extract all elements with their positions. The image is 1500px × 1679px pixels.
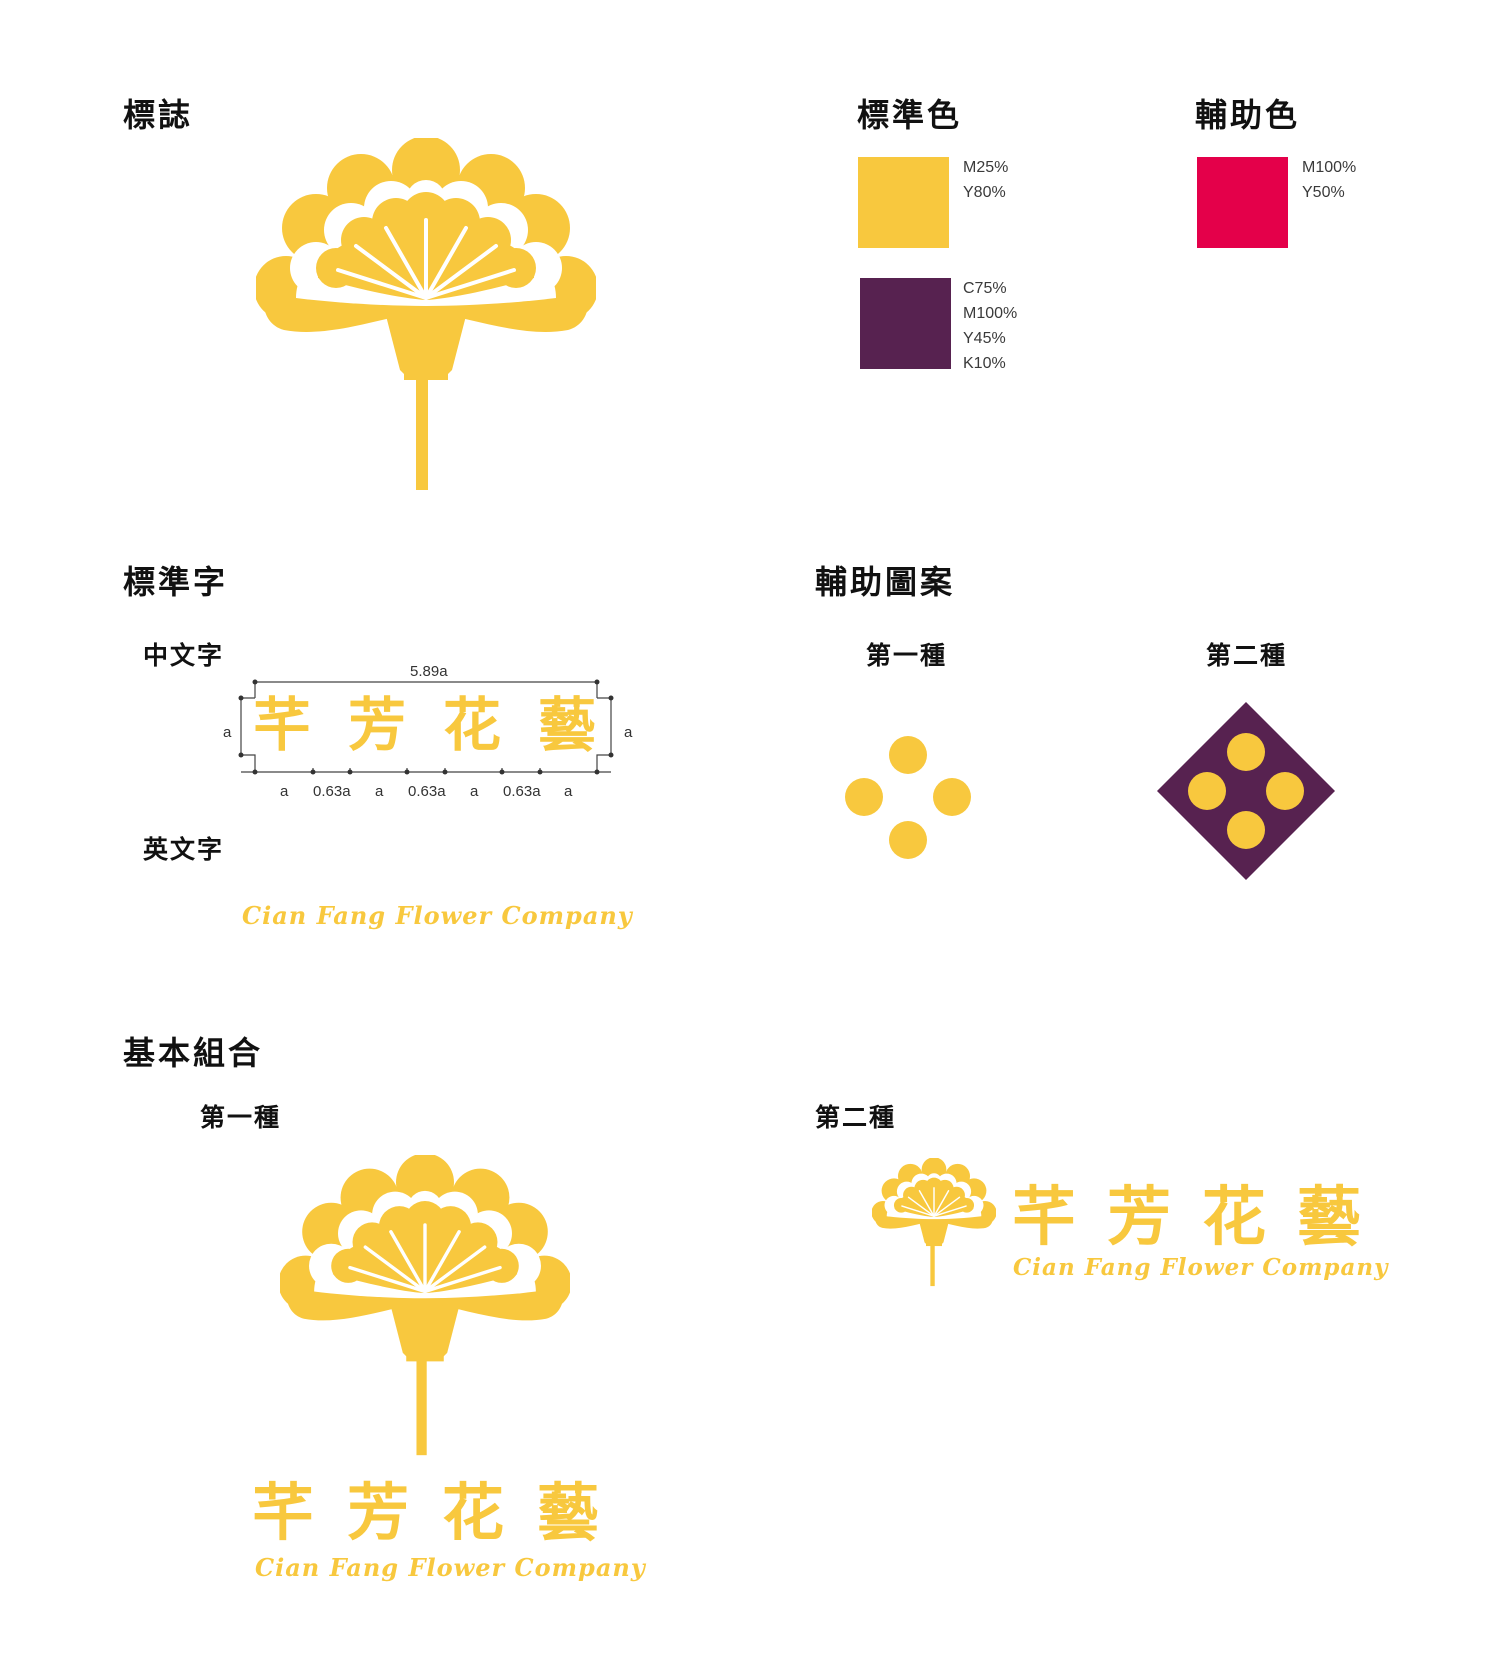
swatch-purple-values: C75% M100% Y45% K10% [963,276,1017,376]
type-dimension-diagram [238,679,614,775]
combination-variant1-label: 第一種 [200,1103,282,1132]
dim-total-width: 5.89a [410,663,448,680]
swatch-red-values: M100% Y50% [1302,155,1356,205]
wordmark-char: 芊 [252,1476,315,1549]
cmyk-value: Y50% [1302,184,1345,201]
dim-height-left: a [223,724,232,741]
auxiliary-color-title: 輔助色 [1195,96,1301,134]
wordmark-char: 藝 [537,1476,600,1549]
pattern-dots-icon [845,736,971,859]
flower-logo-icon [256,138,596,498]
dim-height-right: a [624,724,633,741]
cmyk-value: K10% [963,355,1006,372]
cmyk-value: M25% [963,159,1009,176]
combo2-chinese-wordmark: 芊芳花藝 [1012,1180,1377,1255]
dim-spacing: 0.63a [408,783,446,800]
wordmark-char: 芳 [347,1476,410,1549]
wordmark-char: 花 [442,1476,505,1549]
wordmark-char: 花 [443,691,502,759]
swatch-yellow-values: M25% Y80% [963,155,1008,205]
swatch-yellow [858,157,949,248]
combo1-english-wordmark: Cian Fang Flower Company [255,1553,646,1582]
basic-combination-title: 基本組合 [123,1034,264,1072]
wordmark-char: 芳 [1107,1180,1171,1255]
wordmark-char: 花 [1202,1180,1266,1255]
cmyk-value: C75% [963,280,1007,297]
cmyk-value: M100% [1302,159,1357,176]
wordmark-char: 藝 [1297,1180,1361,1255]
dim-spacing: a [470,783,479,800]
auxiliary-pattern-title: 輔助圖案 [815,563,956,601]
cmyk-value: Y80% [963,184,1006,201]
dim-spacing: a [280,783,289,800]
english-wordmark: Cian Fang Flower Company [242,901,633,930]
swatch-purple [860,278,951,369]
pattern-variant1-label: 第一種 [866,641,948,670]
cmyk-value: M100% [963,305,1018,322]
standard-type-title: 標準字 [123,563,229,601]
dim-spacing: 0.63a [313,783,351,800]
combo2-english-wordmark: Cian Fang Flower Company [1013,1254,1389,1281]
cmyk-value: Y45% [963,330,1006,347]
pattern-diamond-icon [1157,702,1335,880]
dim-spacing: a [375,783,384,800]
dim-spacing: 0.63a [503,783,541,800]
wordmark-char: 芊 [1012,1180,1076,1255]
combo1-chinese-wordmark: 芊芳花藝 [252,1475,617,1550]
swatch-red [1197,157,1288,248]
wordmark-char: 芳 [348,691,407,759]
flower-logo-icon [872,1158,996,1289]
standard-color-title: 標準色 [857,96,963,134]
flower-logo-icon [280,1155,570,1462]
pattern-variant2-label: 第二種 [1206,641,1288,670]
logo-section-title: 標誌 [123,96,194,134]
english-type-label: 英文字 [143,835,225,864]
wordmark-char: 芊 [253,691,312,759]
chinese-type-label: 中文字 [143,641,225,670]
chinese-wordmark: 芊芳花藝 [253,690,618,760]
wordmark-char: 藝 [538,691,597,759]
combination-variant2-label: 第二種 [815,1103,897,1132]
dim-spacing: a [564,783,573,800]
